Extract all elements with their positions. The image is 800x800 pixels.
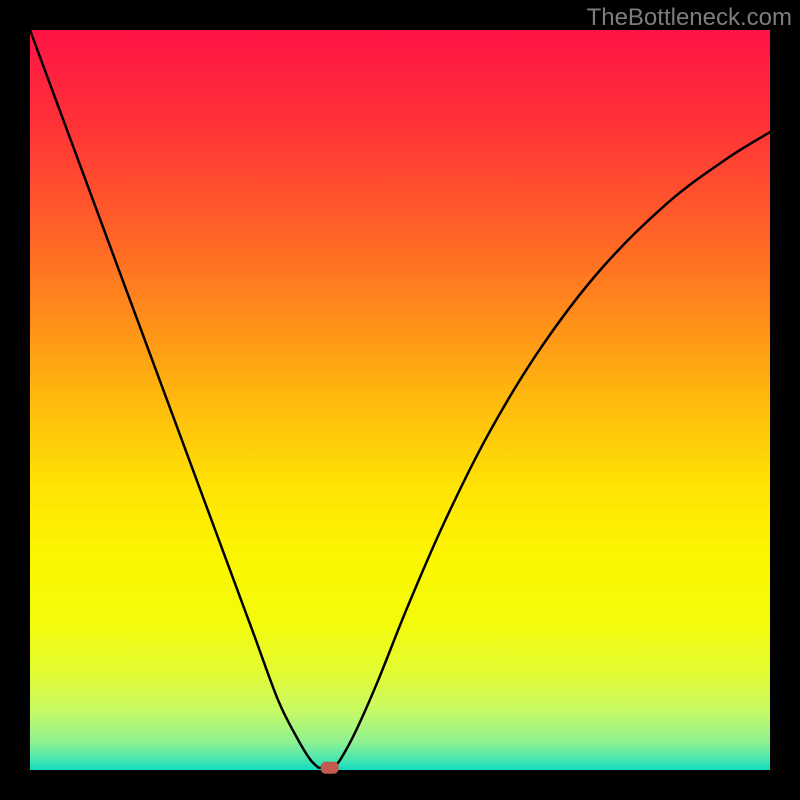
chart-stage: TheBottleneck.com (0, 0, 800, 800)
watermark-text: TheBottleneck.com (587, 4, 792, 32)
plot-gradient-background (30, 30, 770, 770)
bottleneck-chart (0, 0, 800, 800)
current-config-marker (321, 762, 339, 774)
